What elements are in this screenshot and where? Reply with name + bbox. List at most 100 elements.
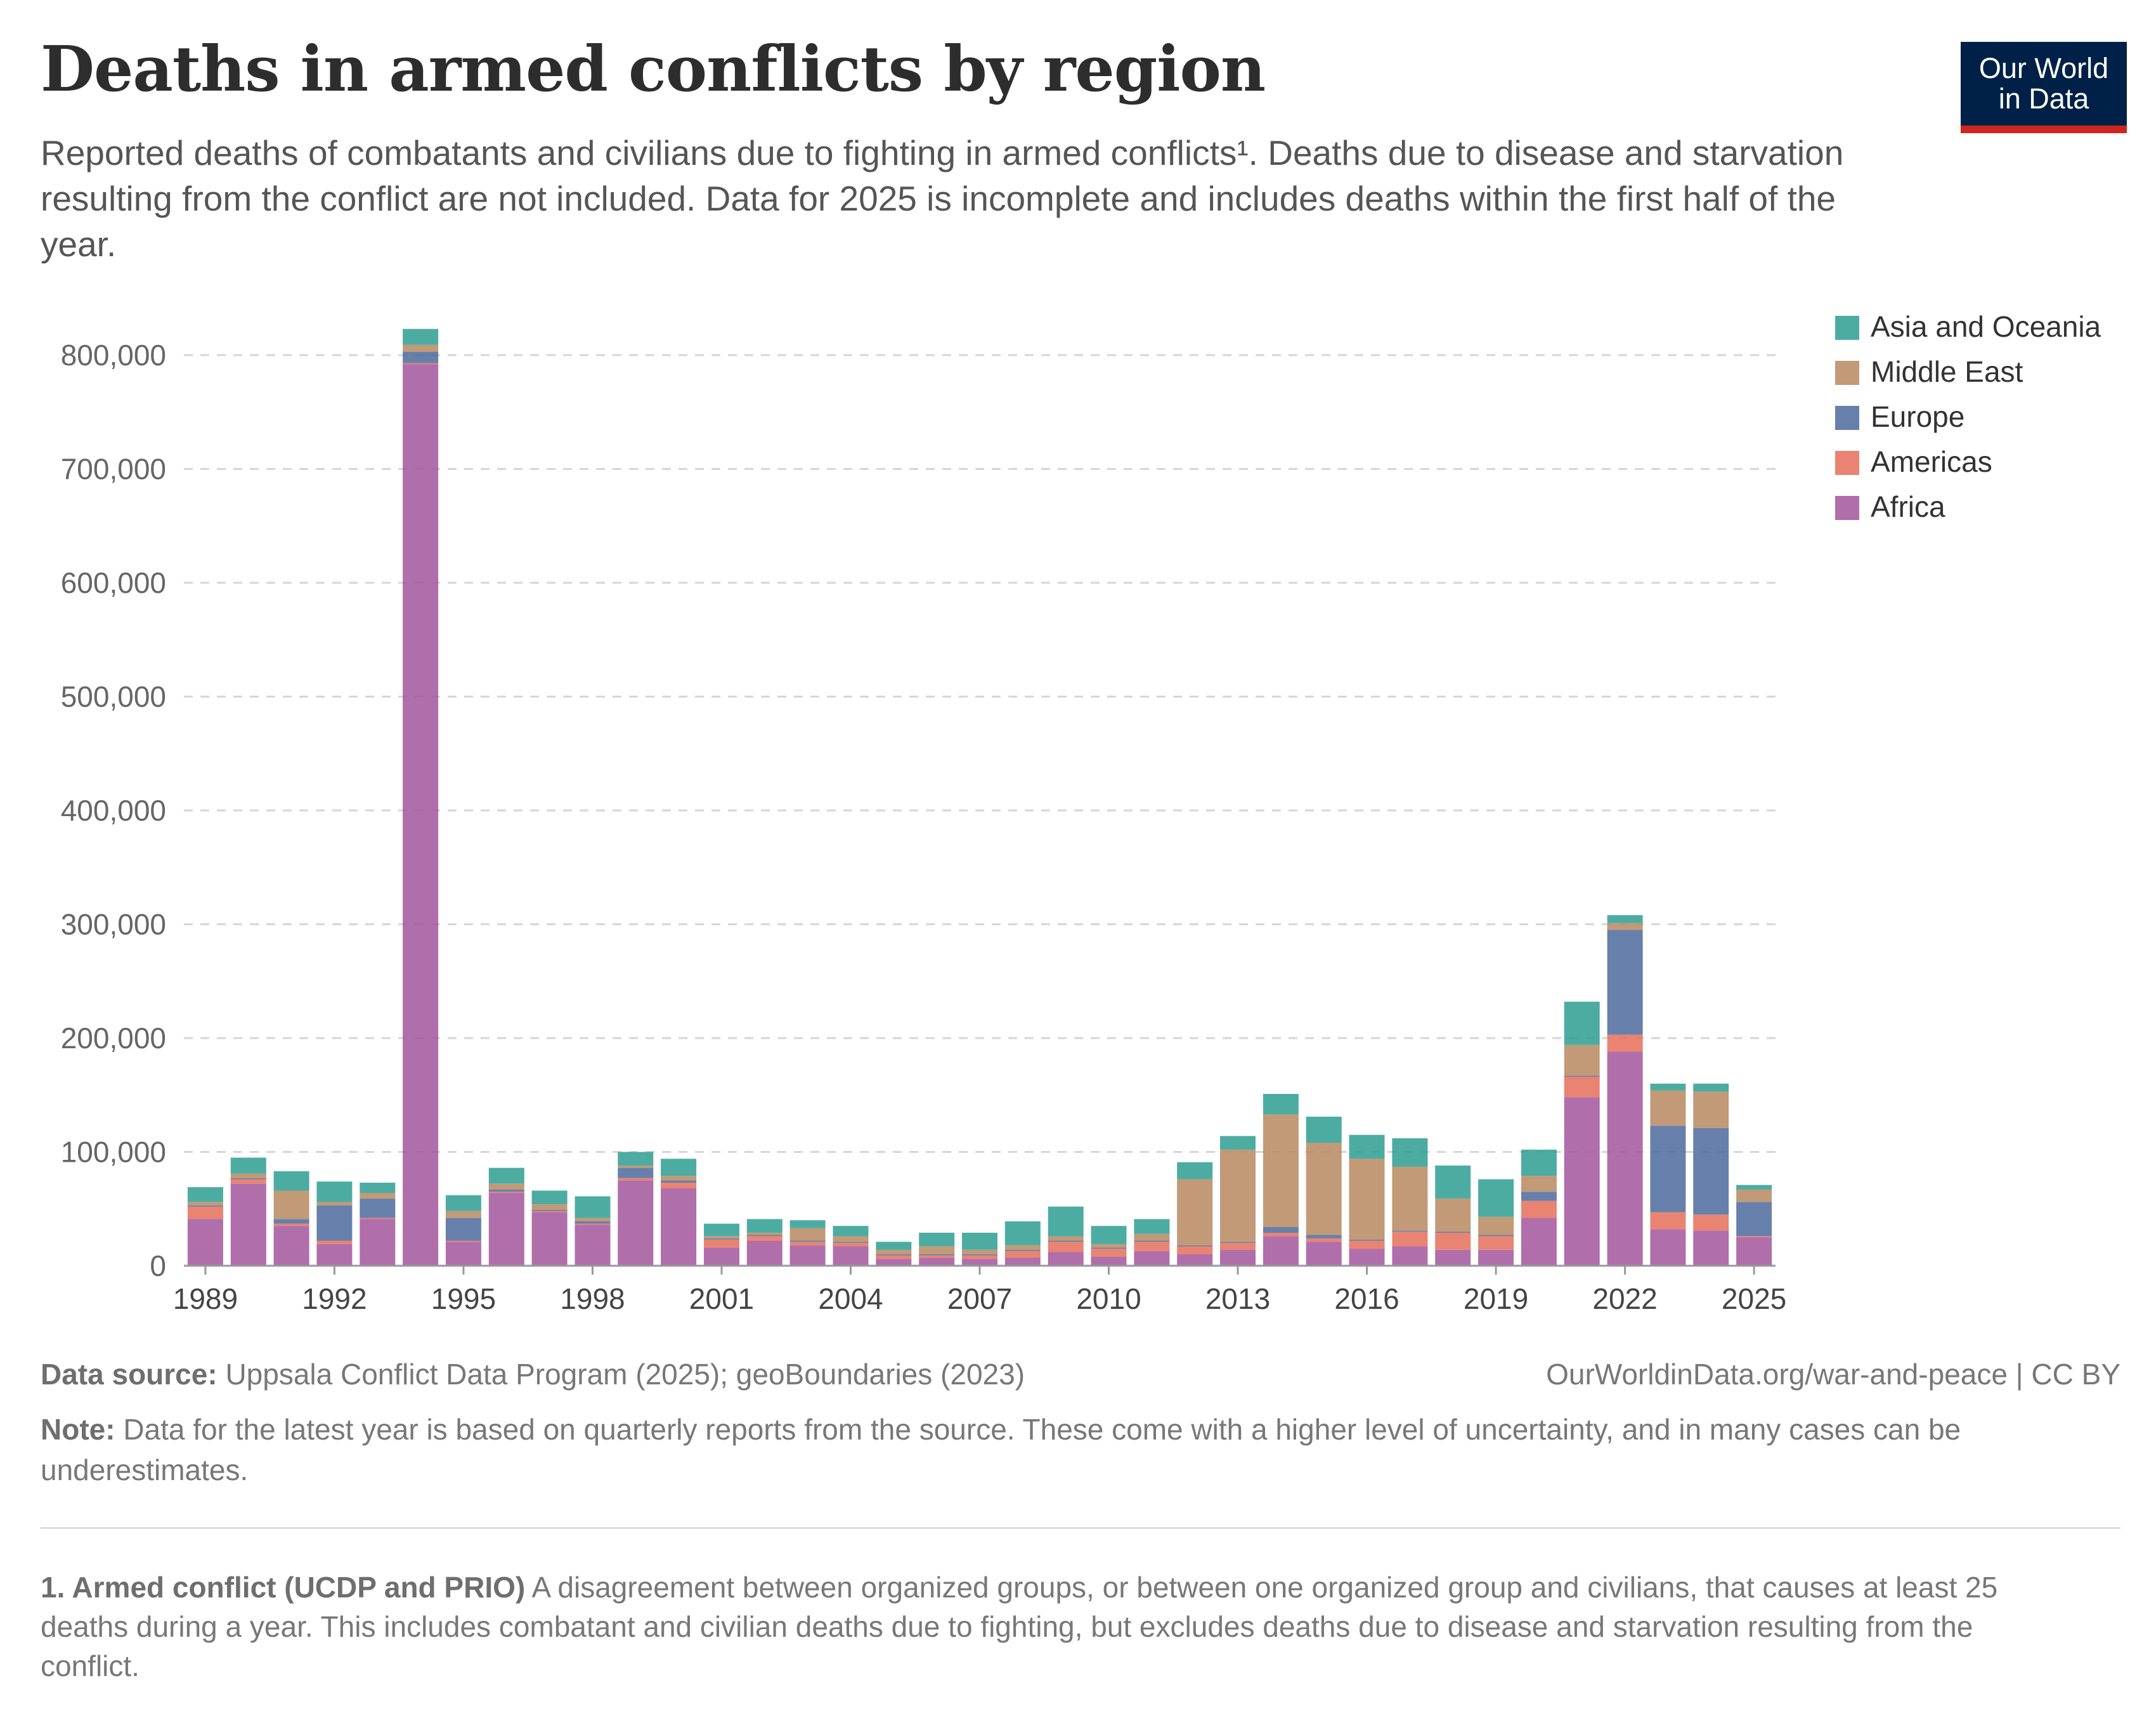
- bar-segment-europe-1995[interactable]: [445, 1218, 481, 1241]
- bar-segment-americas-2001[interactable]: [704, 1239, 739, 1248]
- bar-segment-middle-east-1998[interactable]: [575, 1218, 611, 1221]
- bar-segment-middle-east-2008[interactable]: [1004, 1245, 1041, 1250]
- bar-segment-africa-2012[interactable]: [1177, 1254, 1213, 1266]
- bar-segment-europe-1993[interactable]: [360, 1199, 396, 1218]
- legend-item-europe[interactable]: Europe: [1835, 400, 1964, 433]
- bar-segment-asia-and-oceania-2018[interactable]: [1435, 1166, 1471, 1199]
- bar-segment-middle-east-2016[interactable]: [1349, 1159, 1385, 1240]
- bar-segment-europe-2017[interactable]: [1392, 1230, 1428, 1232]
- bar-segment-africa-1996[interactable]: [488, 1193, 524, 1266]
- bar-segment-middle-east-1995[interactable]: [445, 1211, 481, 1218]
- bar-segment-middle-east-2009[interactable]: [1048, 1236, 1084, 1241]
- bar-segment-middle-east-2012[interactable]: [1177, 1179, 1213, 1245]
- bar-segment-americas-2011[interactable]: [1134, 1242, 1170, 1251]
- bar-segment-middle-east-2022[interactable]: [1607, 923, 1643, 930]
- bar-segment-europe-2018[interactable]: [1435, 1232, 1471, 1233]
- bar-segment-americas-2019[interactable]: [1478, 1236, 1514, 1250]
- bar-segment-middle-east-2014[interactable]: [1263, 1114, 1299, 1227]
- bar-segment-asia-and-oceania-2015[interactable]: [1306, 1116, 1342, 1143]
- bar-segment-europe-2003[interactable]: [789, 1240, 826, 1242]
- bar-segment-americas-2025[interactable]: [1736, 1236, 1772, 1238]
- bar-segment-middle-east-1994[interactable]: [403, 344, 439, 352]
- bar-segment-africa-1990[interactable]: [230, 1183, 266, 1266]
- bar-segment-asia-and-oceania-2024[interactable]: [1693, 1083, 1729, 1092]
- bar-segment-europe-1997[interactable]: [531, 1210, 568, 1211]
- legend-item-asia-and-oceania[interactable]: Asia and Oceania: [1835, 310, 2101, 343]
- bar-segment-asia-and-oceania-2008[interactable]: [1004, 1221, 1041, 1245]
- bar-segment-africa-2013[interactable]: [1220, 1249, 1256, 1266]
- bar-segment-asia-and-oceania-1989[interactable]: [187, 1187, 223, 1202]
- bar-segment-europe-2011[interactable]: [1134, 1240, 1170, 1242]
- bar-segment-africa-2022[interactable]: [1607, 1051, 1643, 1266]
- bar-segment-middle-east-2015[interactable]: [1306, 1143, 1342, 1235]
- owid-logo[interactable]: Our World in Data: [1961, 42, 2127, 133]
- legend-item-middle-east[interactable]: Middle East: [1835, 355, 2023, 388]
- bar-segment-middle-east-2019[interactable]: [1478, 1216, 1514, 1235]
- bar-segment-europe-2004[interactable]: [833, 1242, 869, 1244]
- bar-segment-asia-and-oceania-2022[interactable]: [1607, 915, 1643, 923]
- bar-segment-asia-and-oceania-2010[interactable]: [1091, 1226, 1127, 1244]
- bar-segment-asia-and-oceania-2011[interactable]: [1134, 1219, 1170, 1234]
- bar-segment-africa-1992[interactable]: [316, 1244, 353, 1266]
- bar-segment-asia-and-oceania-2000[interactable]: [661, 1159, 697, 1176]
- bar-segment-middle-east-2003[interactable]: [789, 1228, 826, 1241]
- bar-segment-europe-2008[interactable]: [1004, 1249, 1041, 1251]
- bar-segment-americas-2002[interactable]: [746, 1236, 783, 1241]
- bar-segment-americas-2015[interactable]: [1306, 1238, 1342, 1242]
- bar-segment-asia-and-oceania-1994[interactable]: [403, 328, 439, 345]
- bar-segment-asia-and-oceania-2006[interactable]: [919, 1232, 955, 1247]
- bar-segment-americas-2009[interactable]: [1048, 1242, 1084, 1252]
- bar-segment-europe-2001[interactable]: [704, 1238, 739, 1240]
- bar-segment-asia-and-oceania-2023[interactable]: [1650, 1083, 1686, 1091]
- bar-segment-middle-east-1990[interactable]: [230, 1173, 266, 1178]
- bar-segment-africa-2025[interactable]: [1736, 1237, 1772, 1266]
- bar-segment-europe-1996[interactable]: [488, 1189, 524, 1192]
- bar-segment-europe-2019[interactable]: [1478, 1235, 1514, 1237]
- bar-segment-asia-and-oceania-2025[interactable]: [1736, 1185, 1772, 1190]
- bar-segment-middle-east-2000[interactable]: [661, 1176, 697, 1181]
- bar-segment-africa-2005[interactable]: [876, 1259, 912, 1266]
- bar-segment-middle-east-2006[interactable]: [919, 1246, 955, 1255]
- bar-segment-europe-2025[interactable]: [1736, 1202, 1772, 1237]
- bar-segment-middle-east-2020[interactable]: [1521, 1176, 1557, 1192]
- bar-segment-americas-1997[interactable]: [531, 1211, 568, 1212]
- bar-segment-americas-2022[interactable]: [1607, 1034, 1643, 1052]
- bar-segment-africa-2007[interactable]: [962, 1259, 997, 1266]
- bar-segment-americas-2005[interactable]: [876, 1255, 912, 1259]
- bar-segment-middle-east-1996[interactable]: [488, 1183, 524, 1190]
- bar-segment-africa-2024[interactable]: [1693, 1230, 1729, 1266]
- bar-segment-europe-2016[interactable]: [1349, 1239, 1385, 1241]
- bar-segment-europe-2022[interactable]: [1607, 930, 1643, 1035]
- bar-segment-asia-and-oceania-1998[interactable]: [575, 1196, 611, 1218]
- bar-segment-middle-east-2013[interactable]: [1220, 1149, 1256, 1242]
- bar-segment-asia-and-oceania-1996[interactable]: [488, 1167, 524, 1184]
- bar-segment-africa-2014[interactable]: [1263, 1236, 1299, 1266]
- source-url-link[interactable]: OurWorldinData.org/war-and-peace | CC BY: [1546, 1358, 2120, 1391]
- bar-segment-africa-2018[interactable]: [1435, 1249, 1471, 1266]
- bar-segment-americas-2024[interactable]: [1693, 1214, 1729, 1231]
- bar-segment-americas-2006[interactable]: [919, 1255, 955, 1258]
- bar-segment-asia-and-oceania-1995[interactable]: [445, 1195, 481, 1211]
- bar-segment-europe-1998[interactable]: [575, 1221, 611, 1224]
- bar-segment-africa-2006[interactable]: [919, 1258, 955, 1266]
- bar-segment-americas-1996[interactable]: [488, 1192, 524, 1193]
- bar-segment-americas-1989[interactable]: [187, 1206, 223, 1219]
- bar-segment-americas-1995[interactable]: [445, 1240, 481, 1242]
- bar-segment-africa-2016[interactable]: [1349, 1249, 1385, 1266]
- bar-segment-asia-and-oceania-2013[interactable]: [1220, 1136, 1256, 1150]
- bar-segment-americas-2003[interactable]: [789, 1242, 826, 1245]
- bar-segment-africa-2023[interactable]: [1650, 1229, 1686, 1266]
- bar-segment-asia-and-oceania-2021[interactable]: [1564, 1001, 1600, 1045]
- bar-segment-europe-2006[interactable]: [919, 1254, 955, 1256]
- bar-segment-asia-and-oceania-2012[interactable]: [1177, 1162, 1213, 1180]
- bar-segment-asia-and-oceania-2002[interactable]: [746, 1219, 783, 1233]
- bar-segment-asia-and-oceania-2009[interactable]: [1048, 1206, 1084, 1237]
- bar-segment-africa-2020[interactable]: [1521, 1218, 1557, 1266]
- bar-segment-americas-2014[interactable]: [1263, 1232, 1299, 1237]
- bar-segment-americas-1993[interactable]: [360, 1218, 396, 1219]
- bar-segment-middle-east-2021[interactable]: [1564, 1044, 1600, 1076]
- bar-segment-africa-2021[interactable]: [1564, 1097, 1600, 1266]
- bar-segment-europe-2000[interactable]: [661, 1180, 697, 1183]
- bar-segment-asia-and-oceania-2004[interactable]: [833, 1226, 869, 1237]
- bar-segment-europe-2023[interactable]: [1650, 1126, 1686, 1212]
